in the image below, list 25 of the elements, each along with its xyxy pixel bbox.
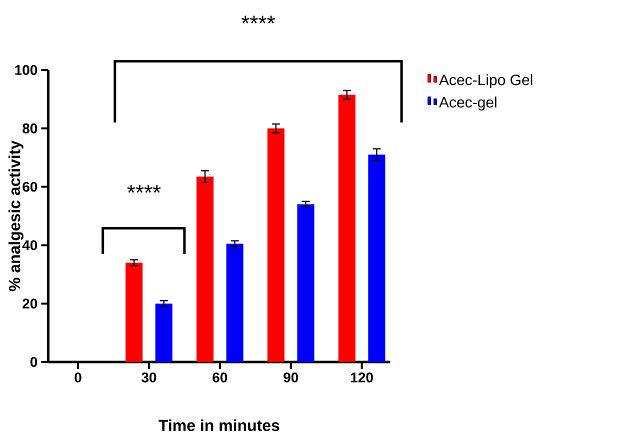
- y-tick-label: 60: [22, 182, 38, 192]
- bar: [368, 154, 386, 362]
- x-axis-title: Time in minutes: [158, 419, 280, 432]
- x-tick-label: 120: [351, 372, 373, 382]
- x-tick-label: 90: [284, 372, 298, 382]
- bar: [196, 176, 214, 362]
- bar: [297, 204, 314, 362]
- x-tick-label: 60: [212, 372, 228, 382]
- y-tick-label: 40: [22, 240, 38, 250]
- y-tick-label: 0: [30, 357, 38, 367]
- y-tick-label: 20: [22, 298, 38, 309]
- bar: [226, 244, 244, 362]
- y-tick-label: 100: [15, 65, 38, 75]
- legend-label: Acec-Lipo Gel: [439, 74, 532, 88]
- text: ****: [241, 16, 275, 24]
- annotation: ****: [127, 185, 161, 193]
- y-axis-title: % analgesic activity: [8, 140, 24, 292]
- y-tick-label: 80: [22, 123, 38, 134]
- bar: [155, 304, 172, 362]
- bar: [126, 262, 143, 362]
- x-tick-label: 0: [74, 372, 82, 382]
- bar: [267, 128, 284, 362]
- x-tick-label: 30: [141, 372, 156, 382]
- legend-label: Acec-gel: [439, 96, 496, 111]
- bar: [338, 94, 356, 362]
